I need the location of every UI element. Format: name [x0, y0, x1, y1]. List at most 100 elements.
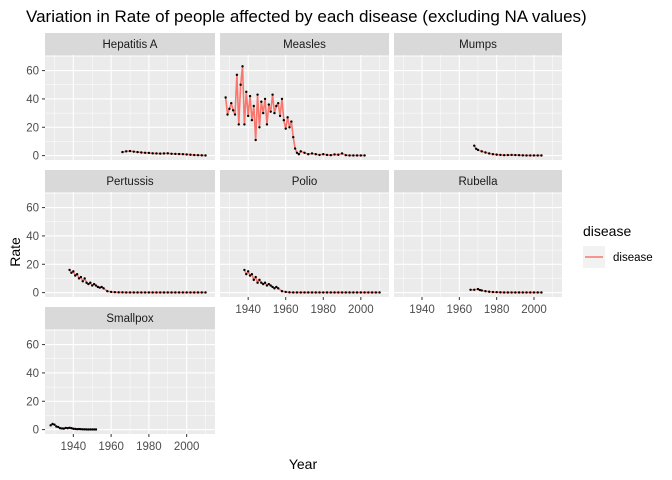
data-point — [245, 90, 248, 94]
data-point — [68, 426, 71, 429]
data-point — [85, 281, 88, 284]
data-point — [125, 150, 128, 153]
data-point — [77, 427, 81, 431]
x-tick-label: 1980 — [136, 441, 162, 453]
x-tick-label: 1980 — [310, 304, 336, 316]
data-point — [473, 144, 476, 147]
data-point — [57, 425, 60, 429]
data-point — [491, 152, 495, 156]
data-point — [363, 291, 366, 294]
strip-hepatitis-a — [45, 33, 215, 55]
data-point — [155, 291, 158, 294]
y-tick-label: 40 — [26, 94, 39, 106]
y-tick-label: 40 — [26, 368, 39, 380]
data-point — [162, 152, 166, 155]
data-point — [128, 291, 132, 294]
data-point — [525, 291, 528, 294]
strip-label-smallpox: Smallpox — [106, 313, 154, 325]
data-point — [204, 291, 207, 294]
data-point — [499, 291, 502, 294]
data-point — [260, 281, 263, 284]
data-point — [166, 291, 169, 294]
data-point — [121, 150, 124, 154]
data-point — [79, 427, 83, 431]
y-tick-label: 40 — [26, 231, 39, 243]
y-tick-label: 60 — [26, 340, 39, 352]
data-point — [64, 426, 67, 430]
data-point — [117, 291, 120, 294]
data-point — [290, 120, 293, 123]
y-tick-label: 0 — [33, 425, 39, 437]
data-point — [337, 153, 340, 156]
data-point — [87, 428, 90, 431]
data-point — [514, 153, 517, 157]
data-point — [352, 291, 355, 294]
data-point — [132, 291, 135, 294]
data-point — [92, 428, 96, 431]
data-point — [491, 290, 495, 294]
data-point — [344, 291, 348, 294]
data-point — [224, 96, 227, 99]
data-point — [49, 424, 52, 427]
data-point — [204, 154, 207, 157]
data-point — [113, 290, 117, 294]
data-point — [79, 275, 83, 279]
data-point — [177, 152, 181, 156]
data-point — [303, 291, 306, 294]
data-point — [529, 291, 532, 294]
data-point — [502, 153, 506, 157]
data-point — [517, 153, 521, 157]
data-point — [100, 285, 103, 289]
data-point — [91, 284, 94, 287]
data-point — [367, 291, 370, 294]
data-point — [275, 285, 278, 289]
data-point — [325, 153, 329, 157]
data-point — [363, 154, 366, 157]
data-point — [250, 118, 254, 122]
legend: disease disease — [583, 223, 653, 268]
data-point — [506, 153, 510, 157]
data-point — [307, 152, 310, 156]
data-point — [132, 150, 135, 153]
data-point — [94, 284, 98, 287]
data-point — [480, 150, 483, 153]
data-point — [532, 154, 536, 157]
data-point — [333, 291, 336, 294]
data-point — [162, 291, 166, 294]
series-line-polio — [243, 269, 380, 294]
data-point — [521, 291, 524, 294]
data-point — [250, 272, 254, 276]
data-point — [536, 291, 539, 294]
data-point — [267, 282, 271, 286]
data-point — [286, 116, 289, 119]
data-point — [170, 291, 173, 294]
data-point — [261, 282, 265, 286]
data-point — [248, 94, 252, 98]
data-point — [536, 154, 539, 157]
data-point — [488, 152, 491, 155]
data-point — [83, 277, 86, 280]
data-point — [476, 287, 480, 291]
data-point — [484, 151, 487, 154]
panel-polio: Polio 1940 1960 1980 2000 — [220, 170, 389, 316]
data-point — [58, 426, 62, 430]
data-point — [155, 152, 158, 155]
data-point — [478, 288, 482, 292]
data-point — [273, 287, 276, 290]
data-point — [193, 291, 196, 294]
data-point — [269, 110, 272, 113]
y-tick-label: 20 — [26, 396, 39, 408]
data-point — [374, 291, 378, 294]
data-point — [143, 291, 147, 294]
data-point — [136, 291, 139, 294]
strip-label-mumps: Mumps — [459, 39, 497, 51]
data-point — [284, 290, 287, 294]
data-point — [106, 289, 109, 293]
strip-measles — [220, 33, 389, 55]
data-point — [147, 291, 151, 294]
data-point — [196, 291, 200, 294]
x-tick-label: 2000 — [348, 304, 374, 316]
y-tick-label: 0 — [33, 151, 39, 163]
data-point — [91, 428, 94, 431]
